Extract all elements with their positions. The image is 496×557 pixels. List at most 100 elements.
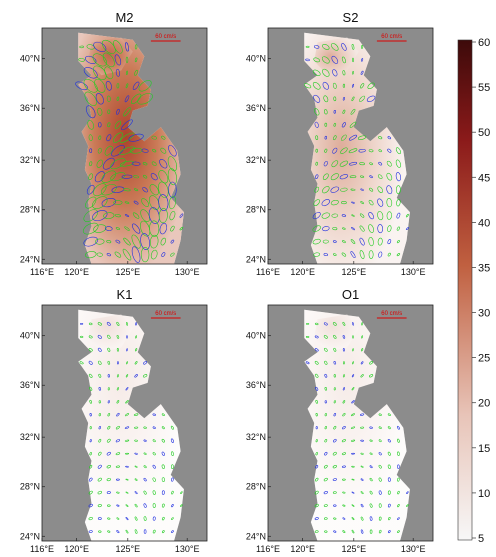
tidal-ellipse <box>104 145 113 156</box>
tidal-ellipse <box>106 253 111 257</box>
tidal-ellipse <box>125 529 129 534</box>
tidal-ellipse <box>342 361 345 365</box>
tidal-ellipse <box>104 66 114 80</box>
tidal-ellipse <box>83 78 98 93</box>
tidal-ellipse <box>128 133 144 142</box>
tidal-ellipse <box>322 226 330 232</box>
tidal-ellipse <box>387 148 392 153</box>
tidal-ellipse <box>314 335 319 339</box>
tidal-ellipse <box>397 438 400 443</box>
tidal-ellipse <box>134 374 138 378</box>
colorbar-tick-label: 55 <box>478 82 490 94</box>
lon-tick-label: 125°E <box>341 544 366 554</box>
tidal-ellipse <box>368 224 374 233</box>
lat-tick-label: 32°N <box>246 155 266 165</box>
tidal-ellipse <box>115 465 120 468</box>
tidal-ellipse <box>350 188 356 191</box>
tidal-ellipse <box>143 490 147 495</box>
tidal-ellipse <box>341 201 347 205</box>
tidal-ellipse <box>333 253 337 256</box>
tidal-ellipse <box>313 199 320 206</box>
tidal-ellipse <box>115 239 121 244</box>
tidal-ellipse <box>143 477 147 482</box>
tidal-ellipse <box>361 45 364 49</box>
tidal-ellipse <box>123 188 131 192</box>
tidal-ellipse <box>86 184 95 195</box>
tidal-ellipse <box>142 187 148 193</box>
tidal-ellipse <box>102 157 115 170</box>
tidal-ellipse <box>324 347 328 352</box>
tidal-ellipse <box>170 239 175 244</box>
colorbar-tick-label: 50 <box>478 127 490 139</box>
tidal-ellipse <box>137 93 153 105</box>
scale-bar-label: 60 cm/s <box>381 34 402 40</box>
tidal-ellipse <box>88 503 93 508</box>
panel-frame <box>267 304 434 542</box>
tidal-ellipse <box>368 212 374 220</box>
tidal-ellipse <box>378 426 382 429</box>
tidal-ellipse <box>124 439 130 442</box>
tidal-ellipse <box>134 439 138 442</box>
tidal-ellipse <box>368 199 374 206</box>
tidal-ellipse <box>360 516 364 521</box>
tidal-ellipse <box>333 400 336 404</box>
tidal-ellipse <box>116 83 120 89</box>
tidal-ellipse <box>142 374 148 378</box>
tidal-ellipse <box>79 45 84 49</box>
tidal-ellipse <box>97 464 102 469</box>
scale-bar: 60 cm/s <box>150 34 181 42</box>
tidal-ellipses <box>75 39 184 263</box>
tidal-ellipse <box>333 517 337 520</box>
tidal-ellipse <box>124 413 130 417</box>
tidal-ellipse <box>360 175 365 178</box>
tidal-ellipse <box>361 335 363 339</box>
tidal-ellipse <box>361 58 364 62</box>
tidal-ellipse <box>342 530 346 533</box>
lon-tick-label: 130°E <box>175 267 200 277</box>
tidal-ellipse <box>377 237 383 246</box>
tidal-ellipse <box>98 387 102 391</box>
tidal-ellipse <box>143 361 148 365</box>
tidal-ellipse <box>369 175 373 179</box>
tidal-ellipse <box>333 504 337 507</box>
tidal-ellipse <box>331 55 339 64</box>
tidal-ellipse <box>83 209 98 222</box>
tidal-ellipse <box>151 135 157 140</box>
lon-tick-label: 120°E <box>290 544 315 554</box>
tidal-ellipse <box>115 452 121 456</box>
tidal-ellipse <box>143 503 147 508</box>
lat-tick-label: 24°N <box>20 531 40 541</box>
tidal-ellipse <box>152 452 156 456</box>
tidal-ellipse <box>340 187 348 192</box>
tidal-ellipse <box>332 240 337 243</box>
tidal-ellipse <box>351 504 355 507</box>
tidal-ellipse <box>138 80 152 92</box>
tidal-ellipse <box>315 413 318 417</box>
tidal-ellipse <box>351 478 355 481</box>
tidal-ellipse <box>88 490 93 495</box>
tidal-ellipse <box>143 516 147 521</box>
colorbar-tick-label: 40 <box>478 217 490 229</box>
tidal-ellipse <box>348 148 358 154</box>
tidal-ellipse <box>134 516 138 521</box>
tidal-ellipse <box>85 196 97 209</box>
tidal-ellipse <box>116 96 120 101</box>
colorbar-tick-label: 25 <box>478 353 490 365</box>
tidal-ellipse <box>323 464 328 469</box>
tidal-ellipse <box>160 237 167 246</box>
tidal-ellipse <box>115 68 120 77</box>
tidal-ellipse <box>333 347 337 352</box>
tidal-ellipse <box>397 504 400 508</box>
tidal-ellipse <box>323 504 328 507</box>
tidal-ellipse <box>142 162 148 166</box>
tidal-ellipse <box>134 361 138 365</box>
tidal-ellipse <box>134 348 138 352</box>
tidal-ellipse <box>101 39 116 54</box>
tidal-ellipse <box>323 322 328 326</box>
tidal-ellipse <box>313 108 320 116</box>
tidal-ellipse <box>342 321 346 326</box>
tidal-ellipse <box>351 491 355 494</box>
tidal-ellipse <box>351 83 355 88</box>
tidal-ellipse <box>342 97 345 101</box>
